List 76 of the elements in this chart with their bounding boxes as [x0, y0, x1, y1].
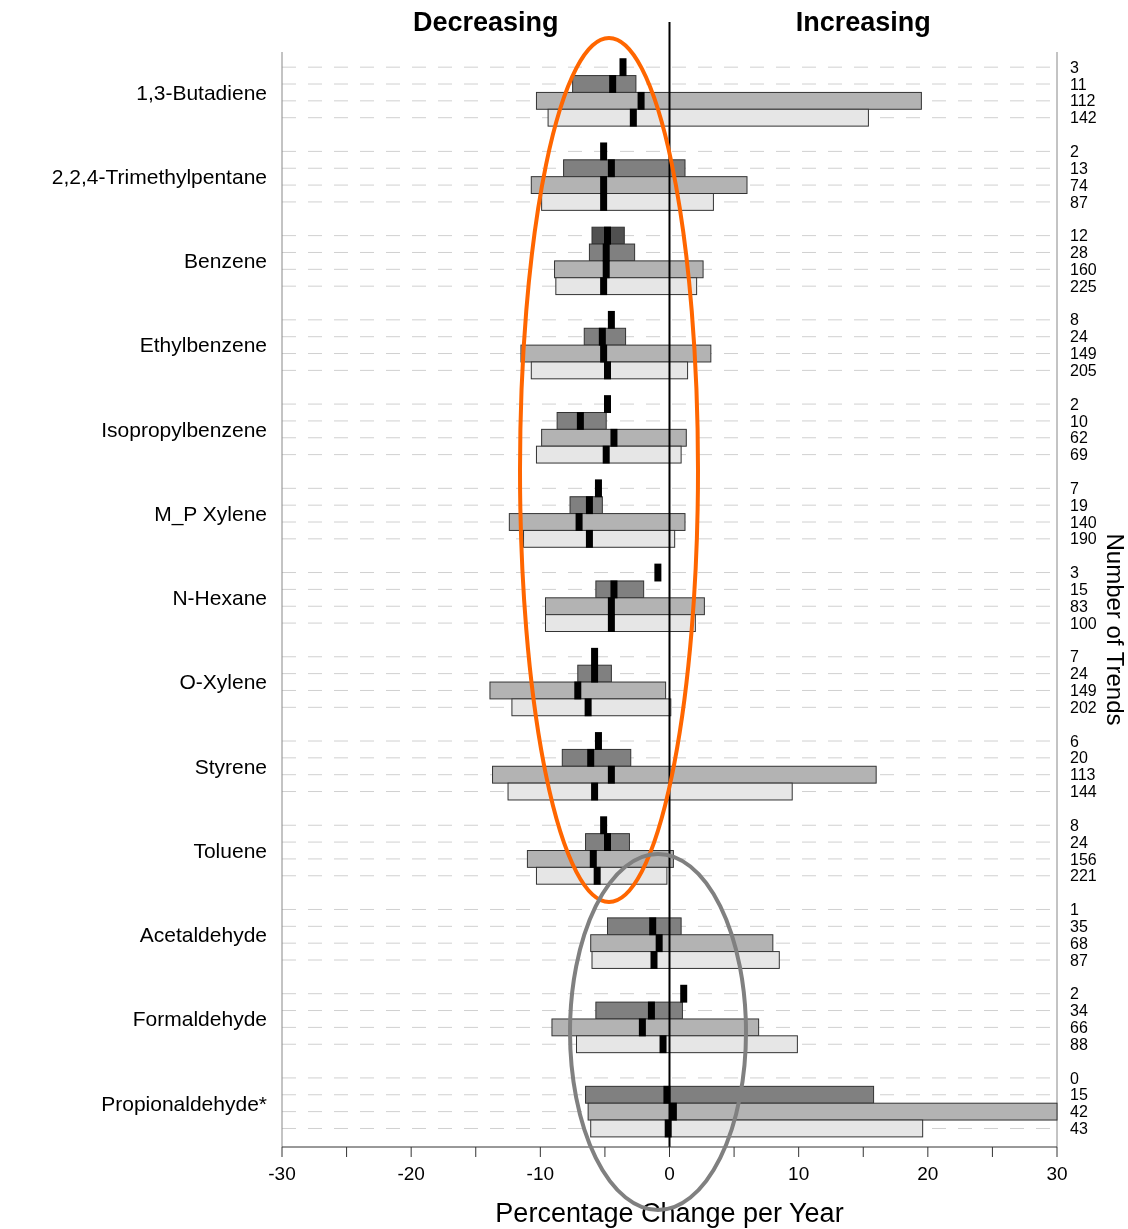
y-tick-label: Benzene	[184, 249, 267, 273]
text: 2	[1070, 395, 1079, 413]
text: 15	[1070, 580, 1088, 598]
text: Increasing	[795, 7, 931, 37]
text: 42	[1070, 1103, 1088, 1121]
y-tick-label: Formaldehyde	[132, 1007, 267, 1031]
text: 69	[1070, 446, 1088, 464]
text: 11	[1070, 75, 1087, 93]
text: 8	[1070, 816, 1079, 834]
text: 15	[1070, 1086, 1088, 1104]
text: 66	[1070, 1018, 1088, 1036]
text: 3	[1070, 58, 1079, 76]
text: 62	[1070, 429, 1088, 447]
text: 2	[1070, 142, 1079, 160]
x-tick-label: 0	[664, 1163, 675, 1184]
text: 221	[1070, 867, 1097, 885]
text: 225	[1070, 277, 1097, 295]
text: 87	[1070, 951, 1088, 969]
y-tick-label: Toluene	[193, 838, 267, 862]
text: 144	[1070, 783, 1097, 801]
y-tick-label: Ethylbenzene	[139, 333, 267, 357]
y-tick-label: 2,2,4-Trimethylpentane	[51, 165, 267, 189]
x-tick-label: -30	[268, 1163, 296, 1184]
text: 83	[1070, 597, 1088, 615]
text: 112	[1070, 92, 1096, 110]
text: 2	[1070, 985, 1079, 1003]
text: 3	[1070, 564, 1079, 582]
x-axis-title: Percentage Change per Year	[495, 1198, 844, 1228]
x-tick-label: -10	[526, 1163, 555, 1184]
text: 149	[1070, 682, 1097, 700]
text: 202	[1070, 698, 1097, 716]
text: 10	[1070, 412, 1088, 430]
text: 7	[1070, 648, 1079, 666]
text: 6	[1070, 732, 1079, 750]
text: 8	[1070, 311, 1079, 329]
text: 156	[1070, 850, 1097, 868]
text: Decreasing	[412, 7, 559, 37]
text: 205	[1070, 361, 1097, 379]
text: 0	[1070, 1069, 1079, 1087]
y2-axis-title: Number of Trends	[1102, 533, 1128, 726]
text: 74	[1070, 176, 1088, 194]
text: 88	[1070, 1035, 1088, 1053]
text: 24	[1070, 833, 1088, 851]
x-tick-label: 10	[788, 1163, 810, 1184]
y-tick-label: Acetaldehyde	[139, 923, 267, 947]
text: 142	[1070, 109, 1097, 127]
text: 35	[1070, 917, 1088, 935]
text: 68	[1070, 934, 1088, 952]
y-tick-label: Propionaldehyde*	[101, 1091, 267, 1115]
y-tick-label: Styrene	[194, 754, 267, 778]
text: 24	[1070, 665, 1088, 683]
text: 113	[1070, 766, 1096, 784]
y-tick-label: Isopropylbenzene	[101, 417, 267, 441]
y-tick-label: 1,3-Butadiene	[136, 80, 267, 104]
y-tick-label: O-Xylene	[179, 670, 267, 694]
y-tick-label: N-Hexane	[172, 586, 267, 610]
text: 43	[1070, 1120, 1088, 1138]
text: 28	[1070, 244, 1088, 262]
y-tick-label: M_P Xylene	[154, 501, 267, 526]
text: 140	[1070, 513, 1097, 531]
text: 1	[1070, 901, 1079, 919]
text: 20	[1070, 749, 1088, 767]
text: 87	[1070, 193, 1088, 211]
text: 100	[1070, 614, 1097, 632]
text: 19	[1070, 496, 1088, 514]
text: 149	[1070, 345, 1097, 363]
text: 160	[1070, 260, 1097, 278]
x-tick-label: -20	[397, 1163, 425, 1184]
text: 190	[1070, 530, 1097, 548]
text: 34	[1070, 1002, 1088, 1020]
text: 24	[1070, 328, 1088, 346]
text: 12	[1070, 227, 1088, 245]
text: 13	[1070, 159, 1088, 177]
x-tick-label: 30	[1046, 1163, 1068, 1184]
text: 7	[1070, 479, 1079, 497]
x-tick-label: 20	[917, 1163, 939, 1184]
